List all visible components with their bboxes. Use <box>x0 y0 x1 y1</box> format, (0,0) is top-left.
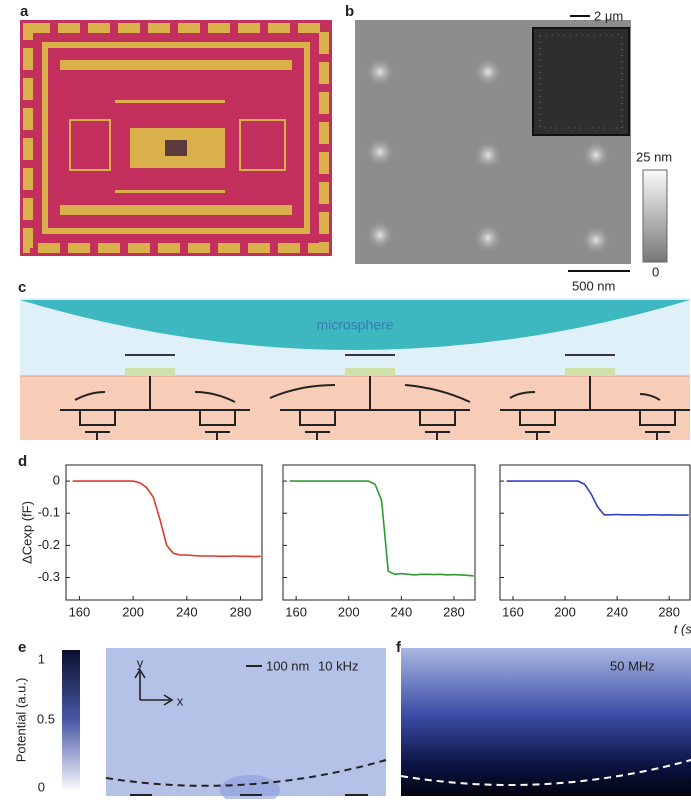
x-tick-label: 160 <box>285 604 307 619</box>
x-axis-label: t (s) <box>674 621 691 636</box>
panel-label: c <box>18 279 26 296</box>
data-line <box>290 481 474 576</box>
x-tick-label: 160 <box>502 604 524 619</box>
y-tick-label: -0.3 <box>38 569 60 584</box>
plot-frame <box>500 465 690 600</box>
x-tick-label: 280 <box>230 604 252 619</box>
sem-image <box>355 16 667 271</box>
plot-frame <box>283 465 475 600</box>
colorbar-tick: 0.5 <box>37 711 55 726</box>
x-tick-label: 160 <box>69 604 91 619</box>
x-tick-label: 200 <box>122 604 144 619</box>
chip-photo <box>20 20 332 256</box>
colorbar-label: Potential (a.u.) <box>13 678 28 763</box>
colorbar-min: 0 <box>652 264 659 279</box>
x-tick-label: 280 <box>658 604 680 619</box>
panel-label: a <box>20 3 29 20</box>
panel-label: e <box>18 639 26 656</box>
axis-label: x <box>177 693 184 708</box>
panel-label: b <box>345 3 354 20</box>
data-line <box>73 481 261 556</box>
x-tick-label: 280 <box>443 604 465 619</box>
scale-label: 500 nm <box>572 278 615 293</box>
axis-label: y <box>137 655 144 670</box>
y-tick-label: -0.1 <box>38 505 60 520</box>
x-tick-label: 240 <box>606 604 628 619</box>
x-tick-label: 240 <box>391 604 413 619</box>
colorbar-tick: 0 <box>38 779 45 794</box>
x-tick-label: 200 <box>554 604 576 619</box>
microsphere-label: microsphere <box>316 317 393 333</box>
figure: a b c d e f 2 μm 500 nm 25 nm 0 <box>0 0 691 799</box>
frequency-label: 50 MHz <box>610 658 655 673</box>
scale-label: 100 nm <box>266 658 309 673</box>
inset-scale: 2 μm <box>594 8 623 23</box>
colorbar-max: 25 nm <box>636 149 672 164</box>
y-tick-label: 0 <box>53 473 60 488</box>
panel-label: d <box>18 453 27 470</box>
y-tick-label: -0.2 <box>38 537 60 552</box>
frequency-label: 10 kHz <box>318 658 358 673</box>
potential-maps <box>62 648 691 799</box>
data-line <box>507 481 689 515</box>
x-tick-label: 200 <box>338 604 360 619</box>
colorbar-tick: 1 <box>38 651 45 666</box>
x-tick-label: 240 <box>176 604 198 619</box>
y-axis-label: ΔCexp (fF) <box>19 501 34 564</box>
